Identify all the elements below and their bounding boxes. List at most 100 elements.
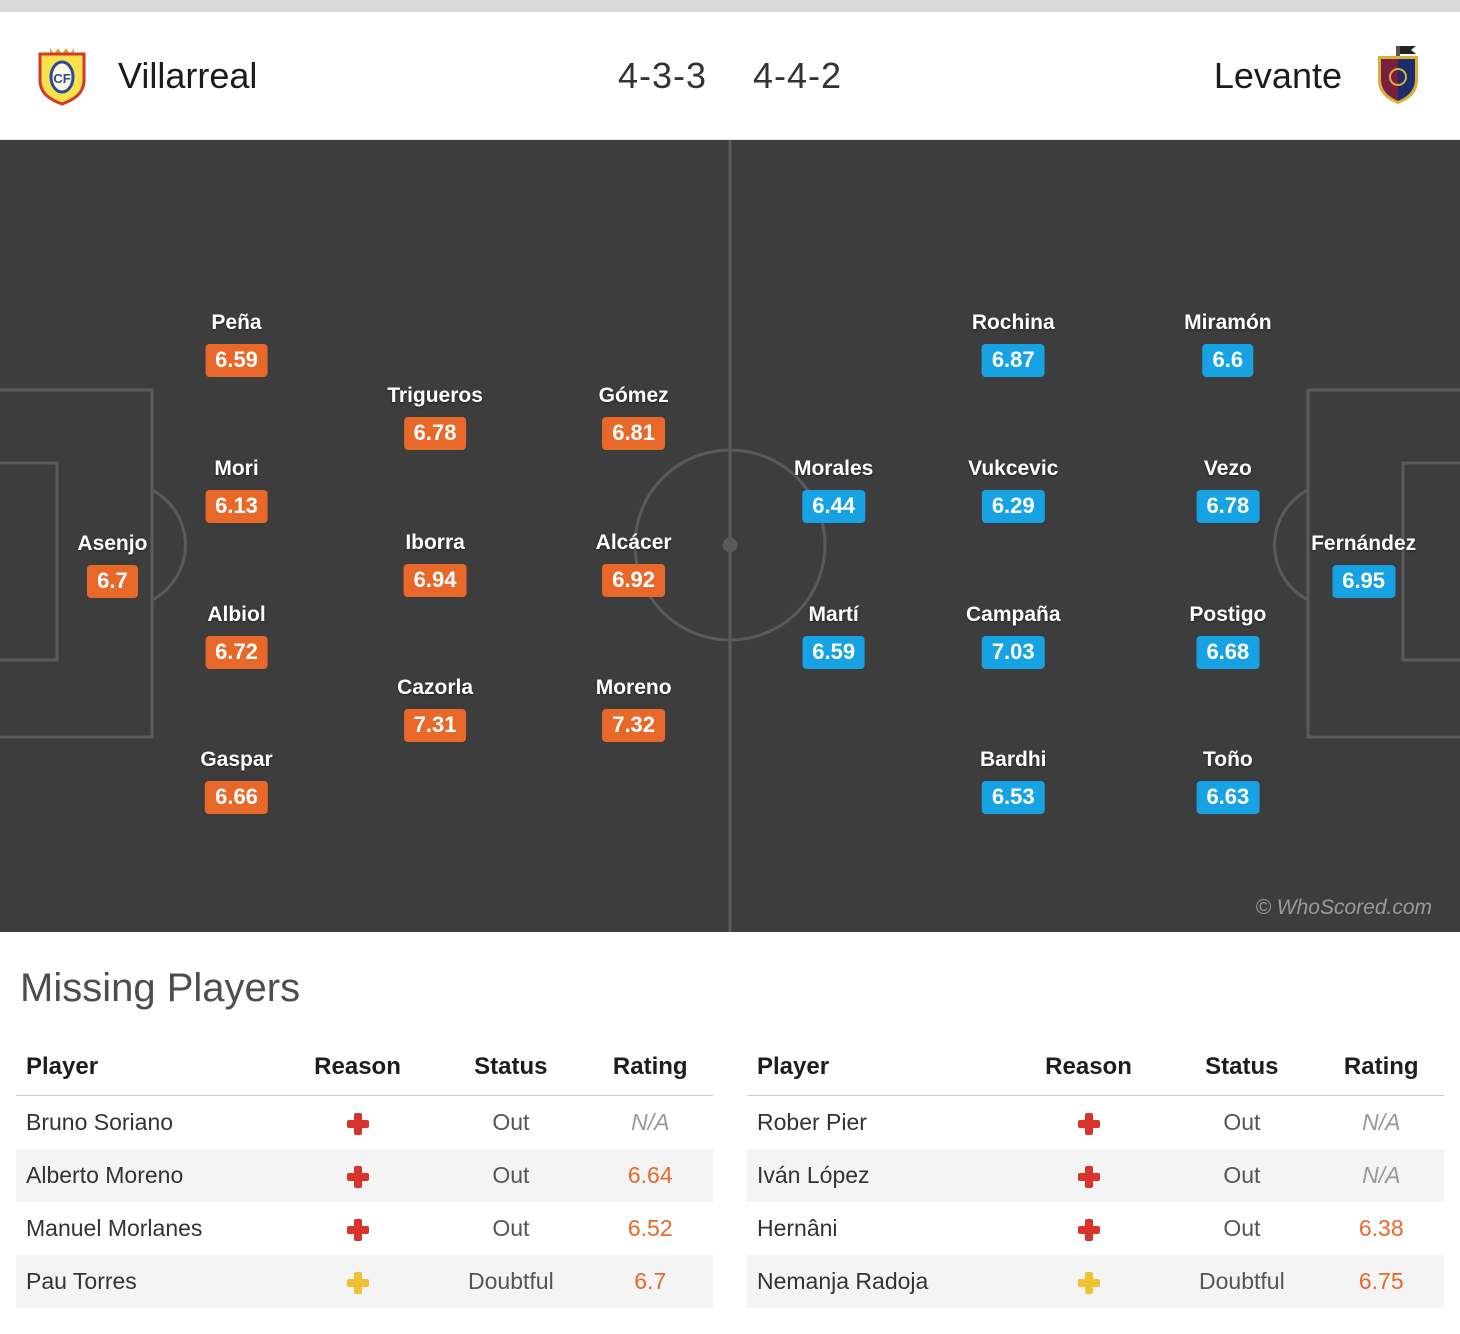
villarreal-crest-icon: CF [38,47,86,106]
player-rating-badge: 6.66 [205,780,268,814]
injury-icon [346,1218,369,1241]
player-rating-badge: 6.78 [1196,490,1260,524]
missing-row: Rober Pier Out N/A [747,1096,1444,1150]
missing-rating: 6.52 [627,1215,673,1241]
player-rating-badge: 6.44 [802,490,866,524]
missing-table-away: Player Reason Status Rating Rober Pier Ou… [747,1041,1444,1308]
player-rating-badge: 7.03 [981,635,1045,669]
missing-players-title: Missing Players [20,966,301,1010]
player-chip[interactable]: Mori 6.13 [205,457,268,524]
levante-crest-icon [1378,45,1418,104]
player-rating-badge: 6.72 [205,635,268,669]
missing-status: Out [492,1215,530,1241]
injury-icon [346,1165,369,1188]
missing-rating: 6.64 [627,1162,673,1188]
missing-table-header: Player Reason Status Rating [747,1041,1444,1096]
missing-row: Iván López Out N/A [747,1149,1444,1202]
player-chip[interactable]: Morales 6.44 [793,457,874,524]
player-chip[interactable]: Peña 6.59 [205,311,268,378]
player-rating-badge: 6.78 [403,417,467,451]
column-reason: Reason [1011,1041,1166,1096]
missing-rating: N/A [631,1109,670,1135]
player-name: Gómez [598,384,669,408]
player-chip[interactable]: Miramón 6.6 [1184,311,1272,378]
player-chip[interactable]: Postigo 6.68 [1189,603,1266,669]
top-strip [0,0,1460,12]
column-status: Status [1165,1041,1319,1096]
away-team-block: Levante [1214,44,1430,108]
missing-status: Out [492,1162,530,1188]
player-rating-badge: 6.13 [205,490,268,524]
svg-text:CF: CF [53,71,70,86]
player-rating-badge: 7.31 [403,708,467,742]
missing-status: Out [1223,1162,1261,1188]
player-name: Moreno [595,675,672,699]
player-rating-badge: 7.32 [602,708,666,742]
missing-row: Bruno Soriano Out N/A [16,1096,713,1150]
player-chip[interactable]: Moreno 7.32 [596,676,672,742]
player-name: Asenjo [77,532,148,556]
player-chip[interactable]: Iborra 6.94 [403,530,467,597]
player-rating-badge: 6.81 [602,417,666,451]
player-rating-badge: 6.7 [87,565,138,599]
home-team-block: CF Villarreal [30,44,257,108]
player-chip[interactable]: Campaña 7.03 [966,603,1061,669]
player-chip[interactable]: Gómez 6.81 [598,384,669,451]
player-rating-badge: 6.68 [1196,635,1260,669]
player-name: Toño [1202,747,1253,771]
player-rating-badge: 6.59 [802,635,866,669]
missing-table-home: Player Reason Status Rating Bruno Sorian… [16,1041,713,1308]
column-reason: Reason [280,1041,435,1096]
player-chip[interactable]: Martí 6.59 [802,602,866,669]
player-name: Miramón [1184,311,1272,335]
match-header: CF Villarreal 4-3-3 4-4-2 Levante [0,12,1460,140]
player-chip[interactable]: Rochina 6.87 [971,311,1055,378]
player-name: Iborra [405,530,465,554]
doubtful-icon [346,1271,369,1294]
column-player: Player [747,1041,1012,1096]
missing-row: Hernâni Out 6.38 [747,1202,1444,1255]
missing-player-name: Alberto Moreno [26,1162,184,1188]
player-chip[interactable]: Cazorla 7.31 [397,676,473,742]
home-team-name: Villarreal [118,54,258,96]
watermark: © WhoScored.com [1255,896,1432,919]
missing-rating: N/A [1362,1109,1401,1135]
player-chip[interactable]: Bardhi 6.53 [979,747,1047,814]
player-name: Vezo [1203,457,1252,481]
player-chip[interactable]: Vezo 6.78 [1196,457,1260,524]
player-chip[interactable]: Gaspar 6.66 [200,747,273,814]
player-rating-badge: 6.53 [981,780,1045,814]
player-chip[interactable]: Fernández 6.95 [1311,532,1416,599]
missing-status: Out [1223,1109,1261,1135]
player-chip[interactable]: Alcácer 6.92 [596,531,672,597]
missing-player-name: Iván López [757,1162,870,1188]
player-chip[interactable]: Vukcevic 6.29 [968,457,1058,524]
player-name: Trigueros [387,384,483,408]
player-name: Alcácer [595,530,672,554]
injury-icon [346,1112,369,1135]
missing-table-header: Player Reason Status Rating [16,1041,713,1096]
player-name: Morales [793,457,874,481]
player-name: Martí [808,602,859,626]
player-chip[interactable]: Asenjo 6.7 [77,532,148,599]
player-rating-badge: 6.6 [1202,344,1254,378]
player-chip[interactable]: Albiol 6.72 [205,603,268,669]
missing-row: Alberto Moreno Out 6.64 [16,1149,713,1202]
home-formation: 4-3-3 [617,54,707,96]
player-rating-badge: 6.92 [602,563,666,597]
column-status: Status [434,1041,588,1096]
player-name: Bardhi [979,747,1047,771]
injury-icon [1077,1165,1100,1188]
player-name: Postigo [1189,602,1267,626]
player-name: Rochina [971,311,1055,335]
injury-icon [1077,1218,1100,1241]
missing-player-name: Manuel Morlanes [26,1215,203,1241]
player-chip[interactable]: Trigueros 6.78 [387,384,483,451]
missing-players-section: Missing Players Player Reason Status Rat… [0,932,1460,1334]
player-name: Gaspar [200,747,273,771]
player-rating-badge: 6.59 [205,344,268,378]
player-name: Peña [211,311,262,335]
away-formation: 4-4-2 [753,54,843,96]
column-player: Player [16,1041,281,1096]
player-chip[interactable]: Toño 6.63 [1196,747,1260,814]
